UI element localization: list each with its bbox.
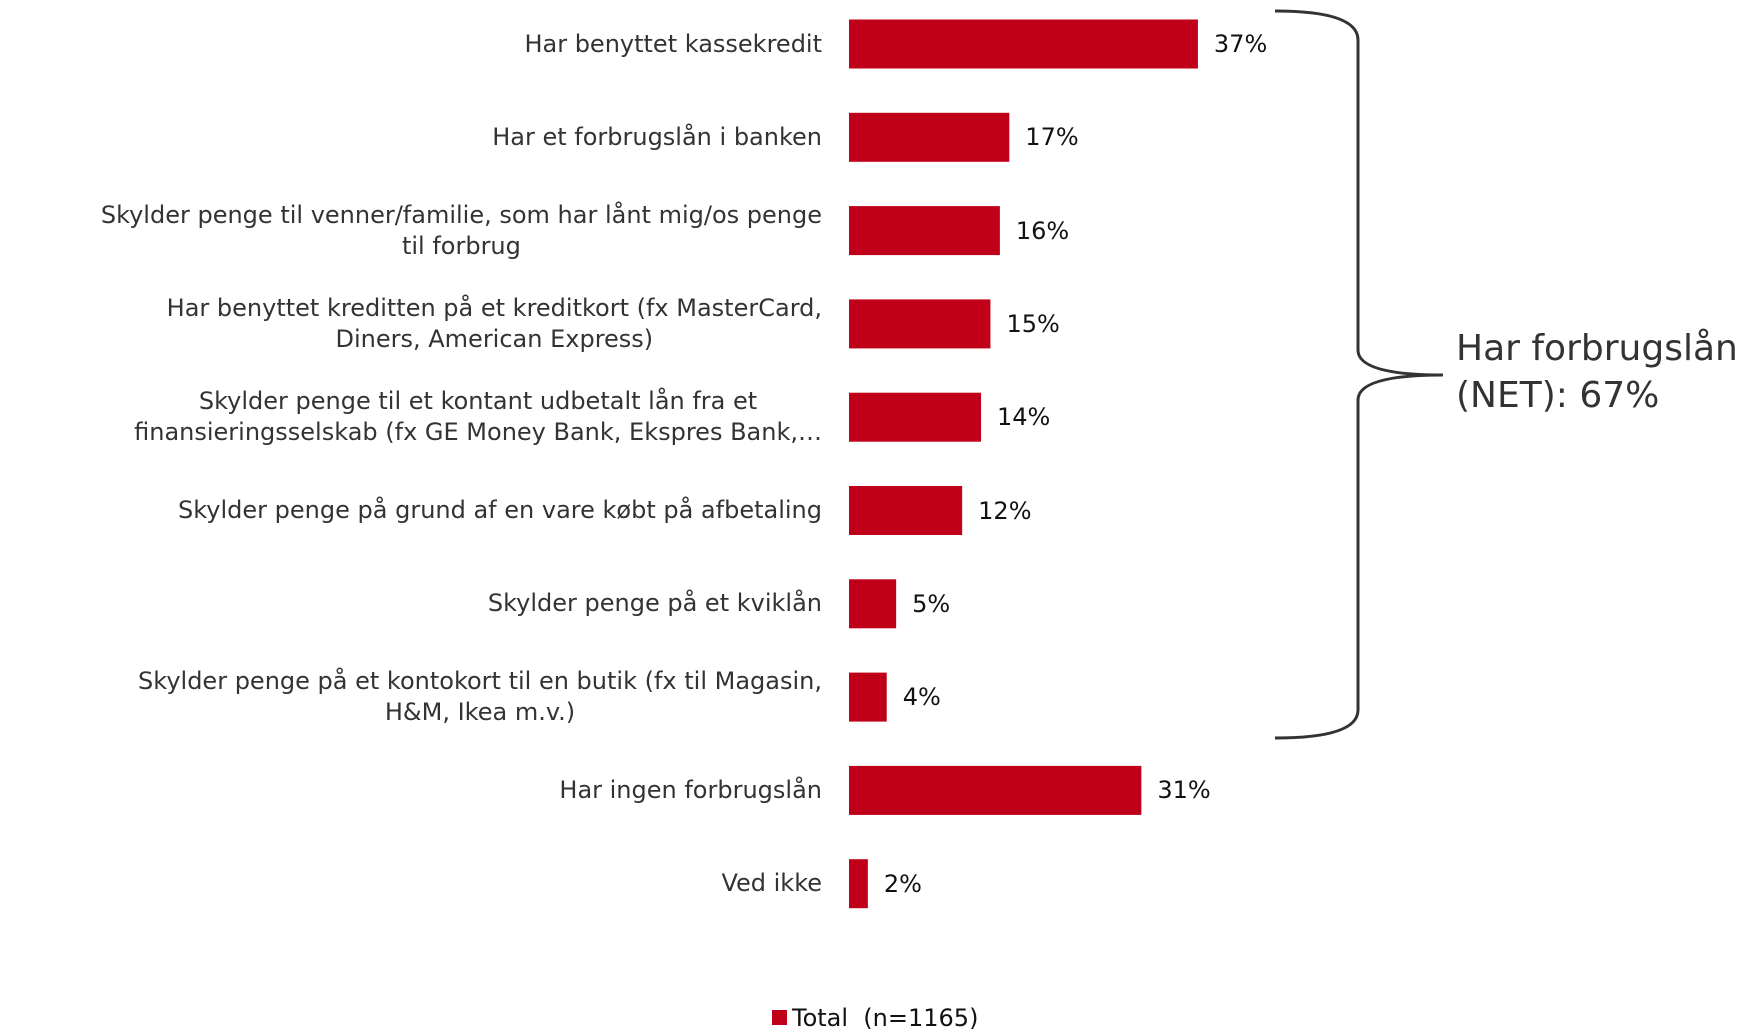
category-label: Har et forbrugslån i banken [492,122,822,151]
bar [849,672,887,722]
value-label: 15% [1006,309,1060,338]
category-label: Skylder penge til et kontant udbetalt lå… [134,387,822,447]
category-label: Ved ikke [721,869,822,898]
bar [849,579,897,629]
value-label: 16% [1015,216,1070,245]
category-label: Har ingen forbrugslån [559,775,822,804]
bar [849,19,1198,69]
annotation: Har forbrugslån (NET): 67% [1456,328,1738,416]
category-label: Skylder penge på et kviklån [487,589,822,618]
bar [849,486,963,535]
legend-label: Total (n=1165) [792,1004,979,1030]
legend-swatch [772,1010,787,1025]
category-label: Skylder penge på grund af en vare købt p… [178,496,822,524]
category-label: Har benyttet kreditten på et kreditkort … [166,293,822,353]
value-label: 37% [1213,30,1268,58]
value-label: 5% [912,589,951,618]
bar [849,206,1000,256]
value-label: 31% [1157,776,1211,805]
bar [849,392,982,442]
category-label: Skylder penge på et kontokort til en but… [138,667,822,727]
bracket [1274,9,1444,740]
category-label: Har benyttet kassekredit [524,29,822,58]
bar [849,299,991,349]
bar [849,859,868,909]
category-label: Skylder penge til venner/familie, som ha… [100,200,822,260]
value-label: 17% [1025,123,1079,152]
value-label: 14% [997,403,1051,432]
value-label: 2% [883,869,922,898]
bar [849,765,1142,815]
value-label: 12% [978,496,1032,525]
bar [849,112,1010,162]
value-label: 4% [902,683,941,712]
